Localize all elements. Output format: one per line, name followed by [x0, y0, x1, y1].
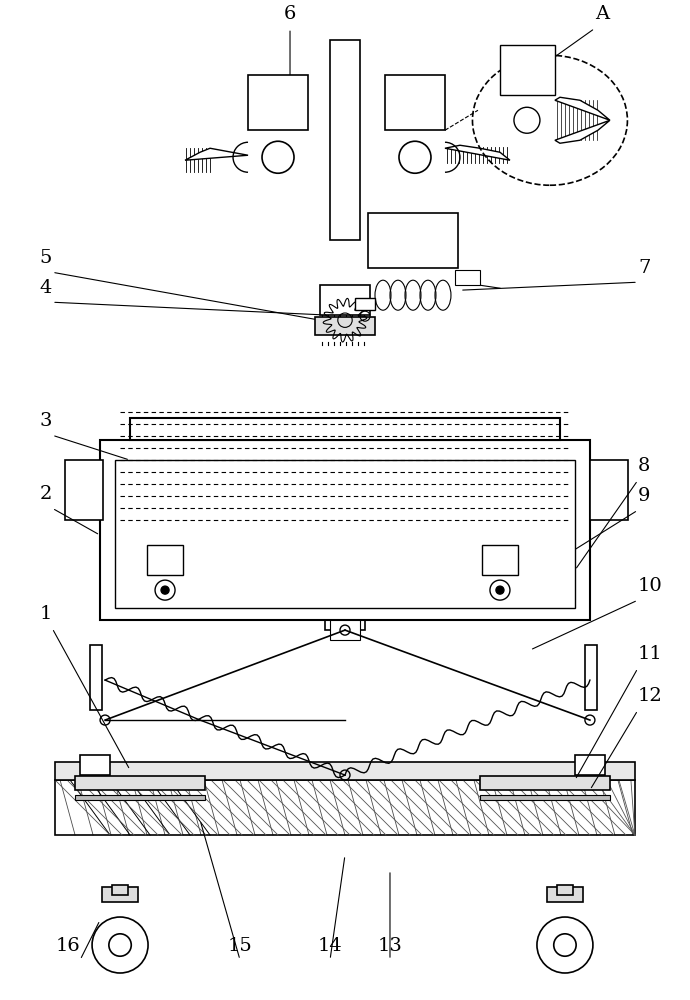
Bar	[320, 285, 370, 315]
Text: 16: 16	[55, 937, 80, 955]
Circle shape	[496, 586, 504, 594]
Text: 13: 13	[377, 937, 402, 955]
Bar	[325, 480, 365, 630]
Bar	[80, 755, 110, 775]
Polygon shape	[185, 148, 248, 160]
Bar	[480, 776, 610, 790]
Bar	[147, 545, 183, 575]
Bar	[385, 75, 445, 130]
Text: 12: 12	[638, 687, 662, 705]
Bar	[455, 270, 480, 285]
Bar	[100, 440, 590, 620]
Bar	[330, 510, 360, 640]
Text: 1: 1	[40, 605, 52, 623]
Text: A: A	[595, 5, 609, 23]
Text: 11: 11	[638, 645, 662, 663]
Bar	[75, 776, 205, 790]
Polygon shape	[555, 97, 610, 120]
Text: 5: 5	[40, 249, 52, 267]
Bar	[482, 545, 518, 575]
Bar	[585, 645, 597, 710]
Bar	[590, 460, 628, 520]
Bar	[55, 762, 635, 780]
Text: 15: 15	[228, 937, 253, 955]
Bar	[355, 298, 375, 310]
Circle shape	[161, 586, 169, 594]
Bar	[112, 885, 128, 895]
Bar	[557, 885, 573, 895]
Bar	[130, 418, 560, 440]
Bar	[65, 460, 103, 520]
Text: 10: 10	[638, 577, 662, 595]
Bar	[90, 645, 102, 710]
Bar	[480, 795, 610, 800]
Bar	[500, 45, 555, 95]
Bar	[368, 213, 458, 268]
Polygon shape	[555, 120, 610, 143]
Text: 4: 4	[40, 279, 52, 297]
Text: 3: 3	[39, 412, 52, 430]
Bar	[115, 460, 575, 608]
Polygon shape	[445, 145, 510, 160]
Text: 8: 8	[638, 457, 650, 475]
Bar	[102, 887, 138, 902]
Text: 6: 6	[284, 5, 296, 23]
Text: 7: 7	[638, 259, 650, 277]
Bar	[75, 795, 205, 800]
Bar	[315, 317, 375, 335]
Bar	[248, 75, 308, 130]
Text: 9: 9	[638, 487, 651, 505]
Bar	[330, 40, 360, 240]
Bar	[575, 755, 605, 775]
Text: 14: 14	[317, 937, 342, 955]
Bar	[55, 780, 635, 835]
Bar	[547, 887, 583, 902]
Text: 2: 2	[40, 485, 52, 503]
